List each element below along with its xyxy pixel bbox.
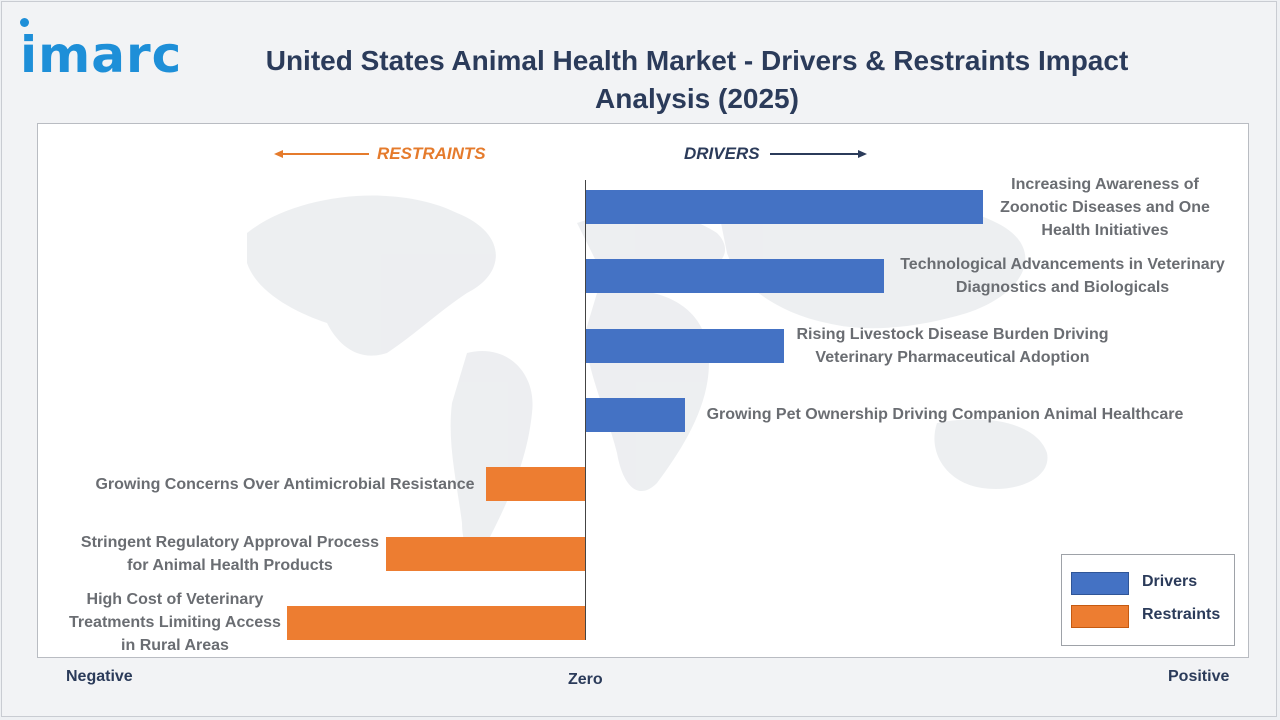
restraints-arrow-icon (274, 150, 369, 158)
bar-label-4: Growing Pet Ownership Driving Companion … (690, 403, 1200, 426)
bar-label-line: Growing Pet Ownership Driving Companion … (706, 406, 1184, 424)
bar-label-line: Diagnostics and Biologicals (955, 279, 1170, 297)
bar-label-line: for Animal Health Products (127, 556, 333, 574)
bar-driver-2 (585, 259, 884, 294)
bar-label-line: in Rural Areas (121, 637, 229, 655)
bar-restraint-7 (286, 605, 585, 640)
bar-label-line: High Cost of Veterinary (86, 591, 264, 609)
bar-driver-3 (585, 328, 784, 363)
restraints-direction-label: RESTRAINTS (377, 144, 486, 163)
bar-restraint-5 (485, 467, 585, 502)
drivers-arrow-icon (770, 150, 867, 158)
imarc-logo: imarc (20, 26, 183, 84)
bar-label-2: Technological Advancements in Veterinary… (885, 253, 1240, 299)
bar-label-line: Veterinary Pharmaceutical Adoption (815, 348, 1090, 366)
bar-label-7: High Cost of Veterinary Treatments Limiti… (55, 588, 295, 657)
axis-zero-label: Zero (568, 671, 603, 688)
bar-restraint-6 (386, 536, 585, 571)
bar-label-line: Increasing Awareness of (1011, 175, 1199, 193)
legend-drivers-label: Drivers (1142, 573, 1198, 590)
zero-axis-line (585, 180, 586, 640)
bar-label-1: Increasing Awareness of Zoonotic Diseases… (985, 173, 1225, 242)
bar-label-6: Stringent Regulatory Approval Process for… (60, 531, 400, 577)
bar-label-3: Rising Livestock Disease Burden Driving V… (785, 323, 1120, 369)
axis-negative-label: Negative (66, 668, 133, 685)
bar-label-5: Growing Concerns Over Antimicrobial Resi… (75, 473, 495, 496)
legend: Drivers Restraints (1061, 554, 1235, 646)
bar-label-line: Rising Livestock Disease Burden Driving (796, 325, 1109, 343)
bar-label-line: Stringent Regulatory Approval Process (80, 533, 380, 551)
logo-dot (20, 18, 29, 27)
bar-label-line: Growing Concerns Over Antimicrobial Resi… (95, 475, 475, 493)
bar-driver-4 (585, 397, 685, 432)
legend-restraints-label: Restraints (1142, 606, 1221, 623)
legend-restraints-swatch (1071, 605, 1129, 628)
bar-label-line: Technological Advancements in Veterinary (900, 256, 1225, 274)
chart-title: United States Animal Health Market - Dri… (265, 45, 1129, 114)
axis-positive-label: Positive (1168, 668, 1230, 685)
drivers-direction-label: DRIVERS (684, 144, 760, 163)
bar-label-line: Treatments Limiting Access (69, 614, 281, 632)
bar-driver-1 (585, 190, 983, 224)
bar-label-line: Health Initiatives (1041, 221, 1169, 239)
bar-label-line: Zoonotic Diseases and One (1000, 198, 1210, 216)
legend-drivers-swatch (1071, 572, 1129, 595)
